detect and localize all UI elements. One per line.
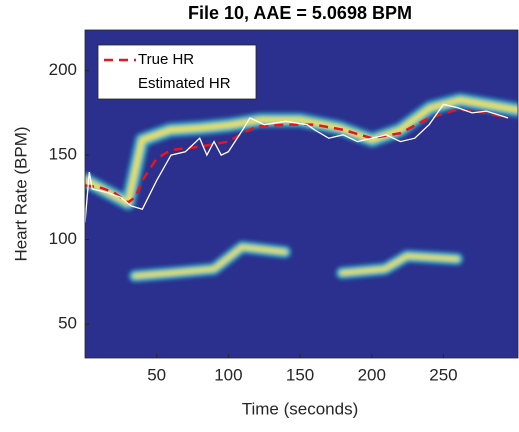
line xyxy=(85,108,509,204)
y-axis-label: Heart Rate (BPM) xyxy=(11,126,30,261)
legend: True HR Estimated HR xyxy=(97,44,257,100)
x-tick-label: 50 xyxy=(147,365,166,384)
spectrogram-ridges xyxy=(85,93,518,282)
chart-title: File 10, AAE = 5.0698 BPM xyxy=(188,3,412,23)
plot-frame xyxy=(84,29,519,359)
legend-label: True HR xyxy=(138,51,194,68)
x-tick-label: 250 xyxy=(429,365,457,384)
y-tick-label: 200 xyxy=(49,60,77,79)
legend-label: Estimated HR xyxy=(138,75,231,92)
x-tick-label: 200 xyxy=(358,365,386,384)
line xyxy=(85,103,509,223)
legend-box xyxy=(97,44,257,100)
y-tick-label: 100 xyxy=(49,229,77,248)
lines xyxy=(85,103,509,223)
x-tick-label: 100 xyxy=(214,365,242,384)
y-tick-label: 50 xyxy=(58,314,77,333)
x-tick-label: 150 xyxy=(286,365,314,384)
x-axis-label: Time (seconds) xyxy=(242,399,359,418)
y-tick-label: 150 xyxy=(49,145,77,164)
